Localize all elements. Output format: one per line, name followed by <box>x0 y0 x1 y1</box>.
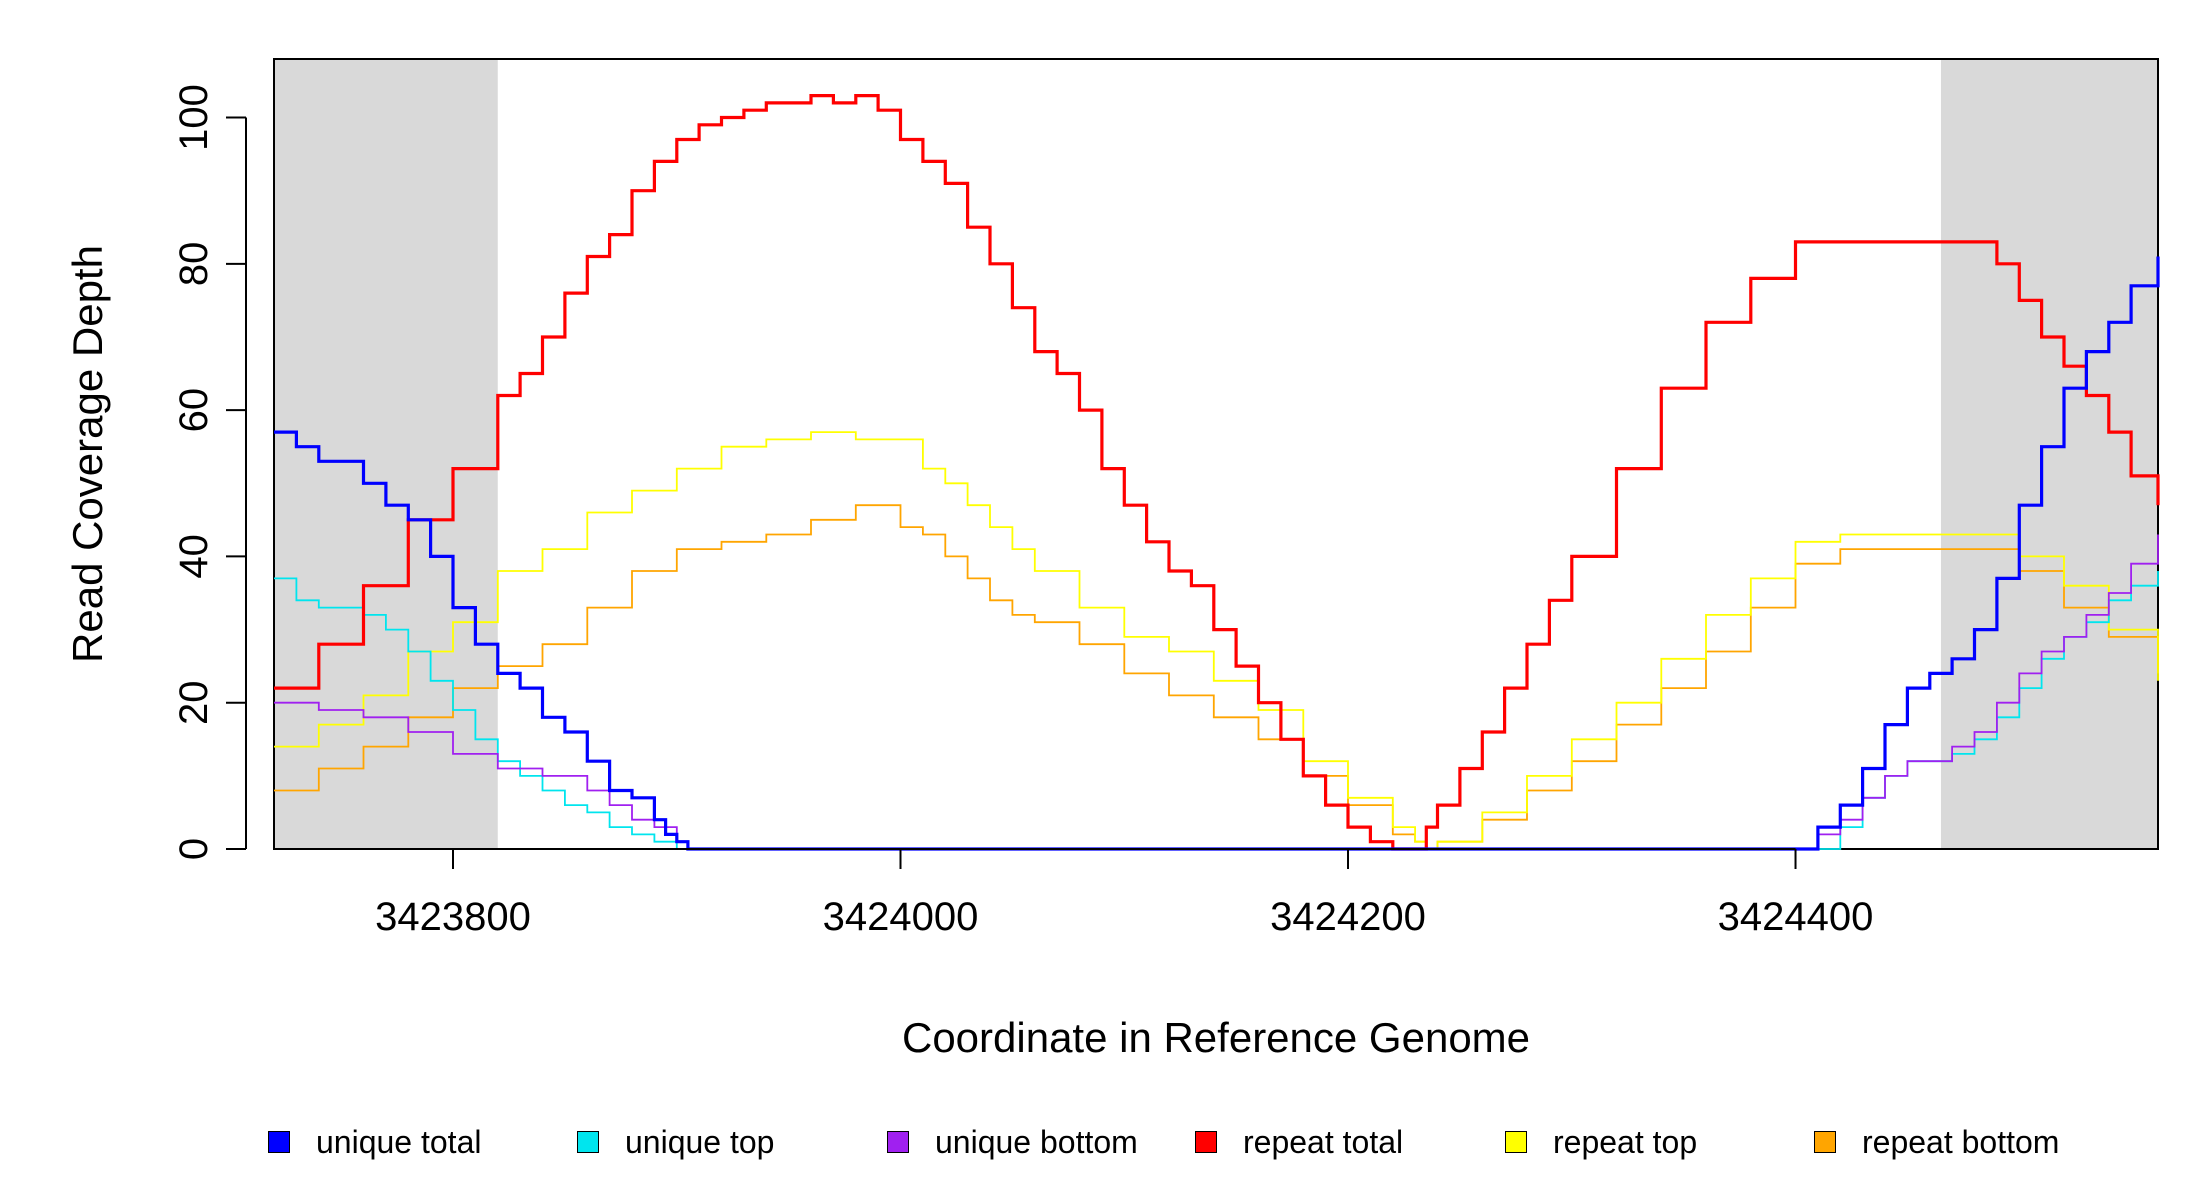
legend-swatch-unique-top <box>577 1131 599 1153</box>
legend-label-repeat-bottom: repeat bottom <box>1862 1123 2060 1160</box>
x-tick-label: 3424200 <box>1270 895 1426 939</box>
legend-swatch-repeat-bottom <box>1814 1131 1836 1153</box>
y-tick-label: 40 <box>172 534 216 579</box>
legend: unique total unique top unique bottom re… <box>0 1112 2200 1172</box>
x-axis-label: Coordinate in Reference Genome <box>902 1014 1530 1061</box>
plot-frame <box>273 58 2159 850</box>
y-tick-label: 60 <box>172 388 216 433</box>
legend-label-unique-bottom: unique bottom <box>935 1123 1138 1160</box>
legend-label-unique-top: unique top <box>625 1123 775 1160</box>
legend-swatch-repeat-top <box>1505 1131 1527 1153</box>
coverage-chart: 3423800 3424000 3424200 3424400 0 20 40 60 80 10… <box>64 58 2160 1061</box>
x-tick-label: 3423800 <box>375 895 531 939</box>
series-line-repeat-top <box>274 431 2159 850</box>
series-line-unique-top <box>274 571 2159 850</box>
series-line-unique-bottom <box>274 534 2159 850</box>
series-lines <box>274 94 2160 851</box>
legend-swatch-unique-bottom <box>887 1131 909 1153</box>
legend-item-unique-bottom: unique bottom <box>887 1112 1138 1172</box>
shaded-region-0 <box>274 59 498 849</box>
legend-item-repeat-top: repeat top <box>1505 1112 1697 1172</box>
legend-item-unique-top: unique top <box>577 1112 774 1172</box>
legend-label-repeat-total: repeat total <box>1243 1123 1404 1160</box>
series-line-repeat-total <box>274 94 2160 851</box>
legend-swatch-repeat-total <box>1195 1131 1217 1153</box>
x-axis: 3423800 3424000 3424200 3424400 <box>375 848 1874 939</box>
legend-item-repeat-bottom: repeat bottom <box>1814 1112 2059 1172</box>
y-tick-label: 80 <box>172 242 216 287</box>
y-axis-label: Read Coverage Depth <box>64 245 111 663</box>
y-tick-label: 100 <box>172 84 216 151</box>
shaded-region-1 <box>1940 59 2158 849</box>
legend-label-unique-total: unique total <box>316 1123 482 1160</box>
legend-item-unique-total: unique total <box>268 1112 481 1172</box>
x-tick-label: 3424000 <box>823 895 979 939</box>
legend-label-repeat-top: repeat top <box>1553 1123 1698 1160</box>
y-tick-label: 20 <box>172 680 216 725</box>
legend-swatch-unique-total <box>268 1131 290 1153</box>
legend-item-repeat-total: repeat total <box>1195 1112 1403 1172</box>
series-line-unique-total <box>274 256 2160 851</box>
y-tick-label: 0 <box>172 838 216 860</box>
y-axis: 0 20 40 60 80 100 <box>172 84 247 860</box>
shaded-regions <box>274 59 2158 849</box>
x-tick-label: 3424400 <box>1718 895 1874 939</box>
